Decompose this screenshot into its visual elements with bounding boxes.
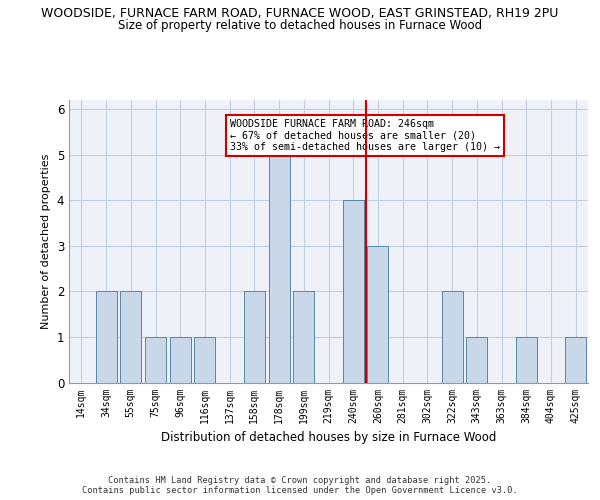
Bar xyxy=(442,292,463,382)
Bar xyxy=(565,337,586,382)
Y-axis label: Number of detached properties: Number of detached properties xyxy=(41,154,51,329)
Bar xyxy=(194,337,215,382)
Text: WOODSIDE, FURNACE FARM ROAD, FURNACE WOOD, EAST GRINSTEAD, RH19 2PU: WOODSIDE, FURNACE FARM ROAD, FURNACE WOO… xyxy=(41,8,559,20)
Bar xyxy=(95,292,116,382)
Bar xyxy=(269,154,290,382)
Bar xyxy=(293,292,314,382)
X-axis label: Distribution of detached houses by size in Furnace Wood: Distribution of detached houses by size … xyxy=(161,431,496,444)
Bar xyxy=(145,337,166,382)
Text: Contains HM Land Registry data © Crown copyright and database right 2025.
Contai: Contains HM Land Registry data © Crown c… xyxy=(82,476,518,496)
Text: Size of property relative to detached houses in Furnace Wood: Size of property relative to detached ho… xyxy=(118,18,482,32)
Bar xyxy=(120,292,141,382)
Bar xyxy=(367,246,388,382)
Bar xyxy=(466,337,487,382)
Bar xyxy=(170,337,191,382)
Bar xyxy=(516,337,537,382)
Bar xyxy=(343,200,364,382)
Bar xyxy=(244,292,265,382)
Text: WOODSIDE FURNACE FARM ROAD: 246sqm
← 67% of detached houses are smaller (20)
33%: WOODSIDE FURNACE FARM ROAD: 246sqm ← 67%… xyxy=(230,119,500,152)
